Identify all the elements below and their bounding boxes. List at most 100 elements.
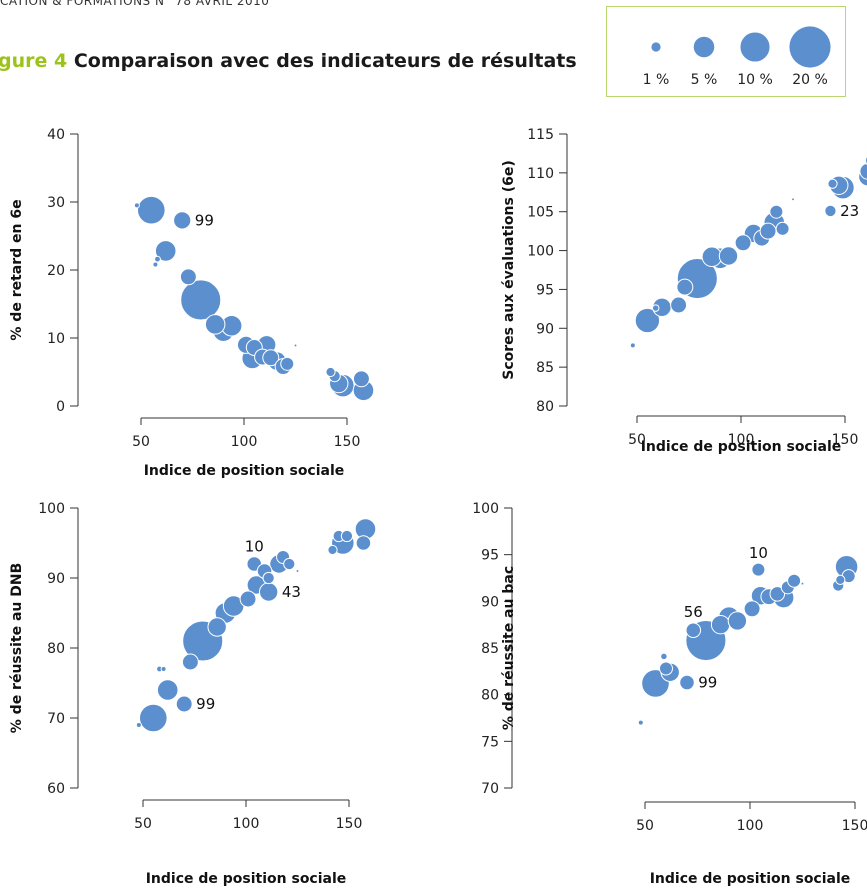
data-point — [295, 569, 300, 573]
y-tick-label: 90 — [47, 571, 65, 587]
legend-bubble — [693, 36, 715, 58]
page-header: CATION & FORMATIONS N° 78 AVRIL 2010 — [0, 0, 270, 8]
figure-number: gure 4 — [0, 50, 68, 72]
y-tick-label: 115 — [527, 127, 554, 143]
data-point — [181, 653, 199, 671]
y-tick-label: 70 — [481, 781, 499, 797]
y-axis-label: % de retard en 6e — [9, 199, 25, 340]
data-point — [710, 614, 731, 635]
data-point — [775, 221, 790, 236]
x-tick-label: 100 — [233, 816, 260, 832]
y-tick-label: 80 — [536, 399, 554, 415]
point-label: 56 — [684, 603, 703, 621]
y-tick-label: 20 — [47, 263, 65, 279]
point-label: 99 — [196, 695, 215, 713]
y-tick-label: 95 — [481, 548, 499, 564]
data-point — [293, 343, 298, 348]
data-point — [173, 211, 192, 230]
legend-label: 20 % — [792, 72, 828, 88]
data-point — [325, 366, 336, 378]
data-point — [727, 611, 748, 631]
data-point — [262, 349, 280, 367]
y-tick-label: 80 — [47, 641, 65, 657]
bubble-size-legend: 1 % 5 % 10 % 20 % — [606, 6, 846, 97]
data-point — [262, 571, 275, 585]
data-point — [154, 240, 177, 262]
data-point — [769, 204, 784, 219]
y-tick-label: 85 — [481, 641, 499, 657]
y-axis-label: Scores aux évaluations (6e) — [501, 160, 517, 380]
y-tick-label: 40 — [47, 127, 65, 143]
x-tick-label: 50 — [636, 818, 654, 834]
data-point — [629, 342, 636, 349]
data-point — [175, 695, 193, 713]
figure-title-text: Comparaison avec des indicateurs de résu… — [73, 50, 577, 72]
data-point — [139, 703, 168, 733]
data-point — [258, 582, 279, 602]
y-tick-label: 100 — [527, 244, 554, 260]
x-tick-label: 100 — [231, 434, 258, 450]
y-tick-label: 95 — [536, 282, 554, 298]
legend-bubble — [651, 42, 661, 52]
legend-bubble — [740, 32, 770, 62]
data-point — [156, 679, 179, 701]
x-tick-label: 150 — [832, 432, 859, 448]
legend-bubble — [789, 26, 831, 68]
x-axis-label: Indice de position sociale — [144, 463, 345, 479]
data-point — [701, 246, 723, 268]
x-tick-label: 150 — [336, 816, 363, 832]
data-point — [634, 307, 661, 334]
data-point — [791, 197, 795, 202]
y-tick-label: 70 — [47, 711, 65, 727]
data-point — [676, 278, 694, 296]
legend-label: 1 % — [643, 72, 670, 88]
y-tick-label: 100 — [38, 502, 65, 517]
x-tick-label: 100 — [728, 432, 755, 448]
y-tick-label: 100 — [472, 502, 499, 517]
x-tick-label: 150 — [334, 434, 361, 450]
y-tick-label: 85 — [536, 360, 554, 376]
chart-reussite-dnb: 60 70 80 90 100 50 100 150 Indice de position so… — [9, 502, 377, 887]
point-label: 10 — [245, 538, 264, 556]
y-tick-label: 10 — [47, 331, 65, 347]
x-tick-label: 50 — [132, 434, 150, 450]
x-tick-label: 100 — [737, 818, 764, 834]
x-tick-label: 50 — [134, 816, 152, 832]
data-point — [658, 661, 674, 676]
data-point — [283, 557, 296, 571]
y-axis-label: % de réussite au bac — [501, 566, 517, 730]
y-tick-label: 75 — [481, 734, 499, 750]
data-point — [859, 162, 867, 180]
point-label: 10 — [749, 544, 768, 562]
y-tick-label: 80 — [481, 688, 499, 704]
y-axis-label: % de réussite au DNB — [9, 563, 25, 733]
x-axis-label: Indice de position sociale — [146, 871, 347, 887]
data-point — [651, 304, 660, 312]
data-point — [160, 665, 167, 673]
data-point — [340, 529, 354, 543]
data-point — [327, 544, 338, 556]
data-point — [280, 356, 295, 371]
legend-label: 5 % — [691, 72, 718, 88]
x-axis-label: Indice de position sociale — [641, 439, 842, 455]
data-point — [787, 573, 802, 588]
figure-title: gure 4 Comparaison avec des indicateurs … — [0, 50, 577, 72]
data-point — [835, 574, 846, 585]
data-point — [718, 246, 739, 266]
data-point — [154, 255, 161, 263]
data-point — [180, 279, 222, 321]
data-point — [637, 719, 644, 726]
x-tick-label: 50 — [628, 432, 646, 448]
data-point — [133, 202, 140, 209]
data-point — [759, 222, 777, 240]
data-point — [769, 586, 786, 602]
data-point — [827, 178, 838, 189]
point-label: 23 — [840, 202, 859, 220]
data-point — [352, 370, 370, 388]
x-axis-label: Indice de position sociale — [650, 871, 851, 887]
data-point — [179, 268, 197, 286]
data-point — [751, 562, 766, 577]
data-point — [135, 721, 142, 729]
data-point — [239, 590, 257, 608]
